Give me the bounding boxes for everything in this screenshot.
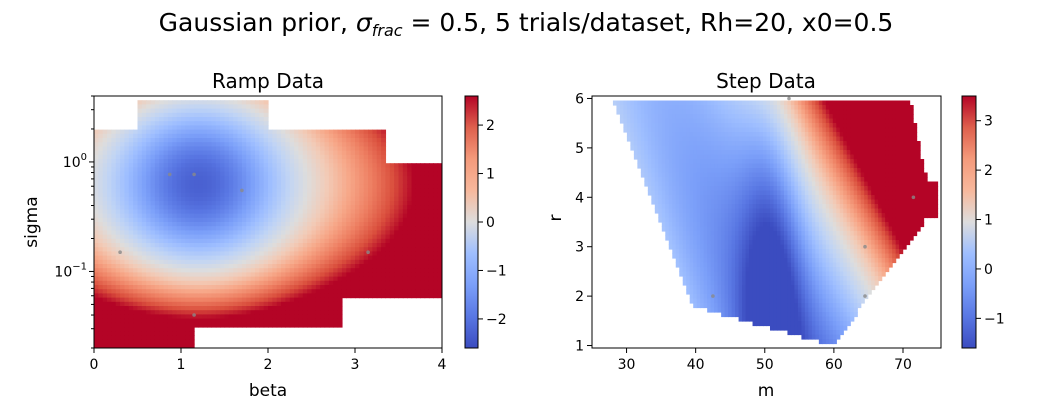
- ramp-colorbar-tick-label: −2: [486, 312, 507, 328]
- step-y-tick-label: 3: [575, 240, 584, 256]
- step-x-tick-label: 30: [618, 357, 636, 373]
- ramp-sample-point: [118, 250, 122, 254]
- ramp-ylabel: sigma: [22, 196, 42, 247]
- ramp-x-ticks: 0 1 2 3 4: [90, 348, 447, 373]
- ramp-sample-point: [240, 188, 244, 193]
- step-ylabel: r: [546, 215, 566, 222]
- step-colorbar-tick-label: 0: [984, 262, 993, 278]
- ramp-colorbar-ticks: −2 −1 0 1 2: [478, 118, 507, 328]
- ramp-y-ticks: 10−1 100: [54, 95, 94, 349]
- ramp-title: Ramp Data: [212, 69, 324, 93]
- step-y-tick-label: 6: [575, 91, 584, 107]
- ramp-x-tick-label: 4: [438, 357, 447, 373]
- ramp-colorbar: [464, 95, 479, 349]
- step-colorbar-tick-label: 2: [984, 163, 993, 179]
- step-x-tick-label: 40: [687, 357, 705, 373]
- step-x-tick-label: 60: [825, 357, 843, 373]
- step-axes-frame: [591, 95, 942, 349]
- step-xlabel: m: [758, 381, 775, 401]
- ramp-colorbar-tick-label: 1: [486, 167, 495, 183]
- ramp-xlabel: beta: [249, 381, 287, 401]
- ramp-x-tick-label: 0: [90, 357, 99, 373]
- ramp-panel: Ramp Data 0 1 2 3 4 10−1 100 beta sigma −2 −1 0…: [22, 69, 507, 401]
- ramp-sample-point: [192, 172, 196, 177]
- ramp-x-tick-label: 3: [351, 357, 360, 373]
- figure-title-sigma: σ: [356, 8, 373, 37]
- ramp-points: [118, 172, 370, 317]
- ramp-colorbar-tick-label: 2: [486, 118, 495, 134]
- step-panel: Step Data 30 40 50 60 70 1 2 3 4 5 6 m r −1 0 1 2 3: [546, 69, 1005, 401]
- ramp-y-tick-label: 10−1: [54, 261, 87, 280]
- step-y-tick-label: 2: [575, 289, 584, 305]
- step-x-ticks: 30 40 50 60 70: [618, 348, 912, 373]
- step-x-tick-label: 70: [894, 357, 912, 373]
- ramp-sample-point: [366, 250, 370, 254]
- step-sample-point: [863, 294, 867, 298]
- ramp-x-tick-label: 2: [264, 357, 273, 373]
- figure-title-prefix: Gaussian prior,: [159, 8, 356, 37]
- figure-title-sub: frac: [372, 21, 403, 40]
- step-title: Step Data: [716, 69, 816, 93]
- step-y-tick-label: 4: [575, 190, 584, 206]
- ramp-colorbar-tick-label: 0: [486, 215, 495, 231]
- step-colorbar: [961, 95, 977, 349]
- step-x-tick-label: 50: [756, 357, 774, 373]
- ramp-y-tick-label: 100: [63, 152, 87, 171]
- step-y-tick-label: 5: [575, 141, 584, 157]
- figure-title: Gaussian prior, σfrac = 0.5, 5 trials/da…: [159, 8, 894, 40]
- ramp-x-tick-label: 1: [177, 357, 186, 373]
- step-sample-point: [863, 244, 867, 249]
- ramp-sample-point: [167, 172, 172, 177]
- step-y-ticks: 1 2 3 4 5 6: [575, 91, 592, 355]
- step-sample-point: [711, 294, 715, 298]
- step-colorbar-tick-label: 1: [984, 213, 993, 229]
- step-colorbar-ticks: −1 0 1 2 3: [976, 114, 1005, 327]
- step-y-tick-label: 1: [575, 339, 584, 355]
- step-colorbar-tick-label: −1: [984, 311, 1005, 327]
- ramp-heatmap: [94, 100, 442, 348]
- step-sample-point: [787, 96, 791, 101]
- figure-title-suffix: = 0.5, 5 trials/dataset, Rh=20, x0=0.5: [403, 8, 894, 37]
- step-colorbar-tick-label: 3: [984, 114, 993, 130]
- ramp-sample-point: [192, 313, 196, 317]
- ramp-colorbar-tick-label: −1: [486, 263, 507, 279]
- step-heatmap: [612, 100, 939, 345]
- step-points: [711, 96, 916, 298]
- step-sample-point: [911, 195, 916, 200]
